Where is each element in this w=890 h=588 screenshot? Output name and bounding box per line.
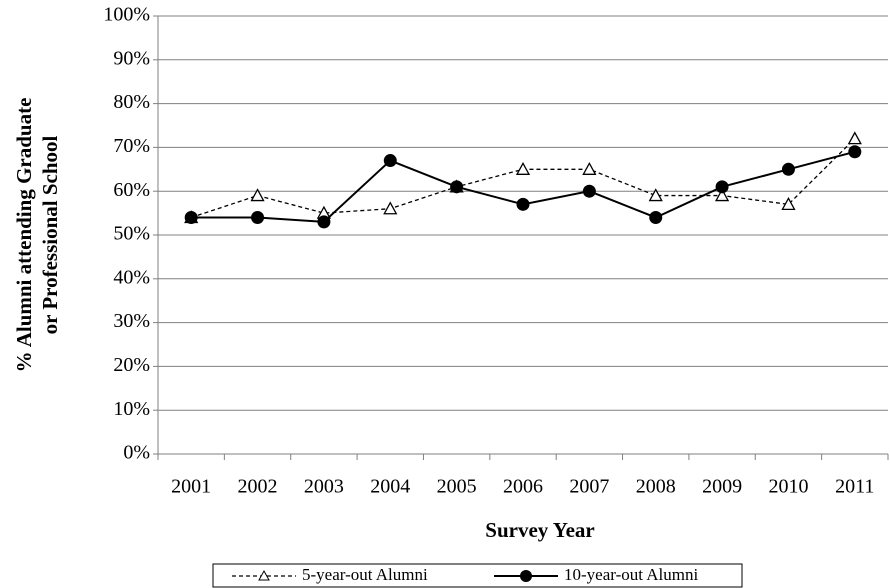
y-tick-label: 70% <box>113 135 150 157</box>
y-tick-label: 80% <box>113 91 150 113</box>
data-point <box>251 210 265 224</box>
data-point <box>847 131 862 145</box>
x-tick-label: 2004 <box>370 476 410 498</box>
x-tick-label: 2010 <box>768 476 808 498</box>
data-point <box>781 196 796 210</box>
legend-marker <box>258 569 270 581</box>
x-tick-label: 2002 <box>238 476 278 498</box>
x-axis-label: Survey Year <box>485 518 594 542</box>
data-point <box>649 210 663 224</box>
legend-label: 10-year-out Alumni <box>564 565 698 584</box>
data-point <box>714 188 730 202</box>
data-point <box>848 145 862 159</box>
data-point <box>250 188 265 202</box>
data-point <box>383 154 397 168</box>
y-tick-label: 90% <box>113 47 150 69</box>
data-point <box>582 161 597 175</box>
y-tick-label: 40% <box>113 266 150 288</box>
x-tick-label: 2007 <box>569 476 609 498</box>
y-axis-label: or Professional School <box>38 135 62 334</box>
y-tick-label: 0% <box>123 442 150 464</box>
data-point <box>383 201 398 215</box>
y-tick-label: 20% <box>113 354 150 376</box>
data-point <box>515 161 531 175</box>
x-tick-label: 2005 <box>437 476 477 498</box>
data-point <box>582 184 596 198</box>
y-tick-label: 100% <box>103 4 150 26</box>
data-point <box>317 215 331 229</box>
data-point <box>450 180 464 194</box>
data-point <box>715 180 729 194</box>
y-tick-label: 50% <box>113 223 150 245</box>
data-point <box>781 162 795 176</box>
y-tick-label: 60% <box>113 179 150 201</box>
y-tick-label: 30% <box>113 310 150 332</box>
x-tick-label: 2011 <box>835 476 874 498</box>
x-tick-label: 2009 <box>702 476 742 498</box>
y-tick-label: 10% <box>113 398 150 420</box>
x-tick-label: 2008 <box>636 476 676 498</box>
x-tick-label: 2006 <box>503 476 543 498</box>
legend-box <box>212 563 743 588</box>
legend-label: 5-year-out Alumni <box>302 565 428 584</box>
data-point <box>184 210 198 224</box>
legend-marker <box>520 570 532 582</box>
data-point <box>648 188 663 202</box>
x-tick-label: 2001 <box>171 476 211 498</box>
y-axis-label: % Alumni attending Graduate <box>12 98 36 373</box>
data-point <box>516 197 530 211</box>
x-tick-label: 2003 <box>304 476 344 498</box>
